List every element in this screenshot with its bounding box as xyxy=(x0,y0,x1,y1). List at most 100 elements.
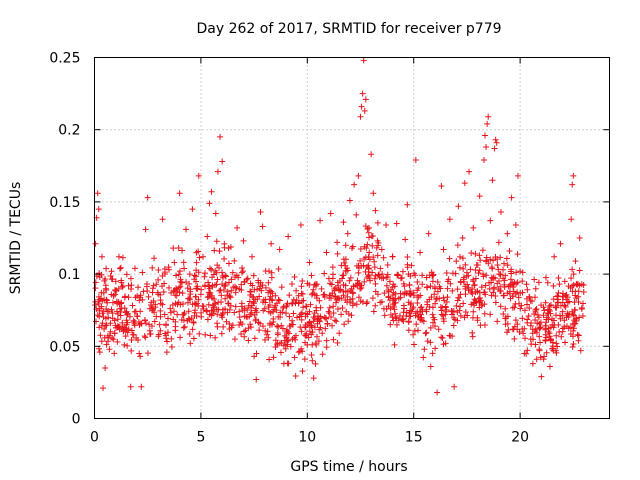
data-point xyxy=(332,299,339,306)
data-point xyxy=(414,279,421,286)
data-point xyxy=(238,300,245,307)
data-point xyxy=(553,340,560,347)
data-point xyxy=(494,318,501,325)
data-point xyxy=(346,277,353,284)
data-point xyxy=(185,315,192,322)
data-point xyxy=(92,301,99,308)
data-point xyxy=(334,250,341,257)
data-point xyxy=(436,295,443,302)
data-point xyxy=(228,287,235,294)
data-point xyxy=(102,315,109,322)
data-point xyxy=(226,279,233,286)
y-tick-label: 0.2 xyxy=(58,123,80,139)
data-point xyxy=(105,334,112,341)
data-point xyxy=(419,272,426,279)
data-point xyxy=(342,288,349,295)
data-point xyxy=(189,206,196,213)
data-point xyxy=(572,292,579,299)
data-point xyxy=(116,265,123,272)
data-point xyxy=(378,246,385,253)
data-point xyxy=(553,304,560,311)
data-point xyxy=(212,334,219,341)
data-point xyxy=(393,220,400,227)
data-point xyxy=(151,309,158,316)
data-point xyxy=(161,280,168,287)
data-point xyxy=(495,239,502,246)
data-point xyxy=(184,285,191,292)
data-point xyxy=(190,319,197,326)
y-axis-label: SRMTID / TECUs xyxy=(8,182,24,295)
axis-ticks: 0 5 10 15 20 0 0.05 0.1 0.15 0.2 0.25 xyxy=(49,51,610,446)
data-point xyxy=(462,309,469,316)
data-point xyxy=(203,307,210,314)
data-point xyxy=(362,268,369,275)
data-point xyxy=(501,283,508,290)
data-point xyxy=(444,278,451,285)
data-point xyxy=(262,327,269,334)
data-point xyxy=(259,223,266,230)
data-point xyxy=(317,324,324,331)
data-point xyxy=(336,295,343,302)
data-point xyxy=(492,299,499,306)
data-point xyxy=(139,269,146,276)
data-point xyxy=(219,158,226,165)
data-point xyxy=(454,242,461,249)
data-point xyxy=(577,347,584,354)
data-point xyxy=(446,216,453,223)
data-point xyxy=(266,302,273,309)
data-point xyxy=(249,293,256,300)
data-point xyxy=(107,273,114,280)
data-point xyxy=(174,288,181,295)
data-point xyxy=(103,265,110,272)
data-point xyxy=(252,296,259,303)
data-point xyxy=(486,279,493,286)
data-point xyxy=(547,335,554,342)
data-point xyxy=(194,285,201,292)
data-point xyxy=(507,295,514,302)
data-point xyxy=(177,278,184,285)
data-point xyxy=(357,113,364,120)
data-point xyxy=(561,317,568,324)
data-point xyxy=(414,299,421,306)
data-point xyxy=(310,286,317,293)
data-point xyxy=(468,301,475,308)
data-point xyxy=(396,312,403,319)
data-point xyxy=(520,330,527,337)
data-point xyxy=(553,349,560,356)
data-point xyxy=(307,301,314,308)
data-point xyxy=(117,264,124,271)
data-point xyxy=(492,136,499,143)
data-point xyxy=(92,240,99,247)
data-point xyxy=(259,282,266,289)
data-point xyxy=(570,327,577,334)
data-point xyxy=(353,262,360,269)
data-point xyxy=(443,299,450,306)
data-point xyxy=(472,289,479,296)
data-point xyxy=(508,194,515,201)
data-point xyxy=(214,311,221,318)
data-point xyxy=(227,294,234,301)
data-point xyxy=(528,341,535,348)
data-point xyxy=(160,289,167,296)
data-point xyxy=(434,288,441,295)
data-point xyxy=(218,330,225,337)
data-point xyxy=(229,269,236,276)
data-point xyxy=(509,280,516,287)
data-point xyxy=(335,282,342,289)
data-point xyxy=(429,278,436,285)
data-point xyxy=(423,274,430,281)
data-point xyxy=(546,330,553,337)
data-point xyxy=(329,322,336,329)
data-point xyxy=(363,263,370,270)
data-point xyxy=(108,306,115,313)
data-point xyxy=(137,308,144,315)
data-point xyxy=(360,57,367,64)
data-point xyxy=(563,323,570,330)
data-point xyxy=(358,103,365,110)
data-point xyxy=(255,279,262,286)
data-point xyxy=(550,347,557,354)
data-point xyxy=(545,328,552,335)
data-point xyxy=(470,308,477,315)
data-point xyxy=(172,327,179,334)
